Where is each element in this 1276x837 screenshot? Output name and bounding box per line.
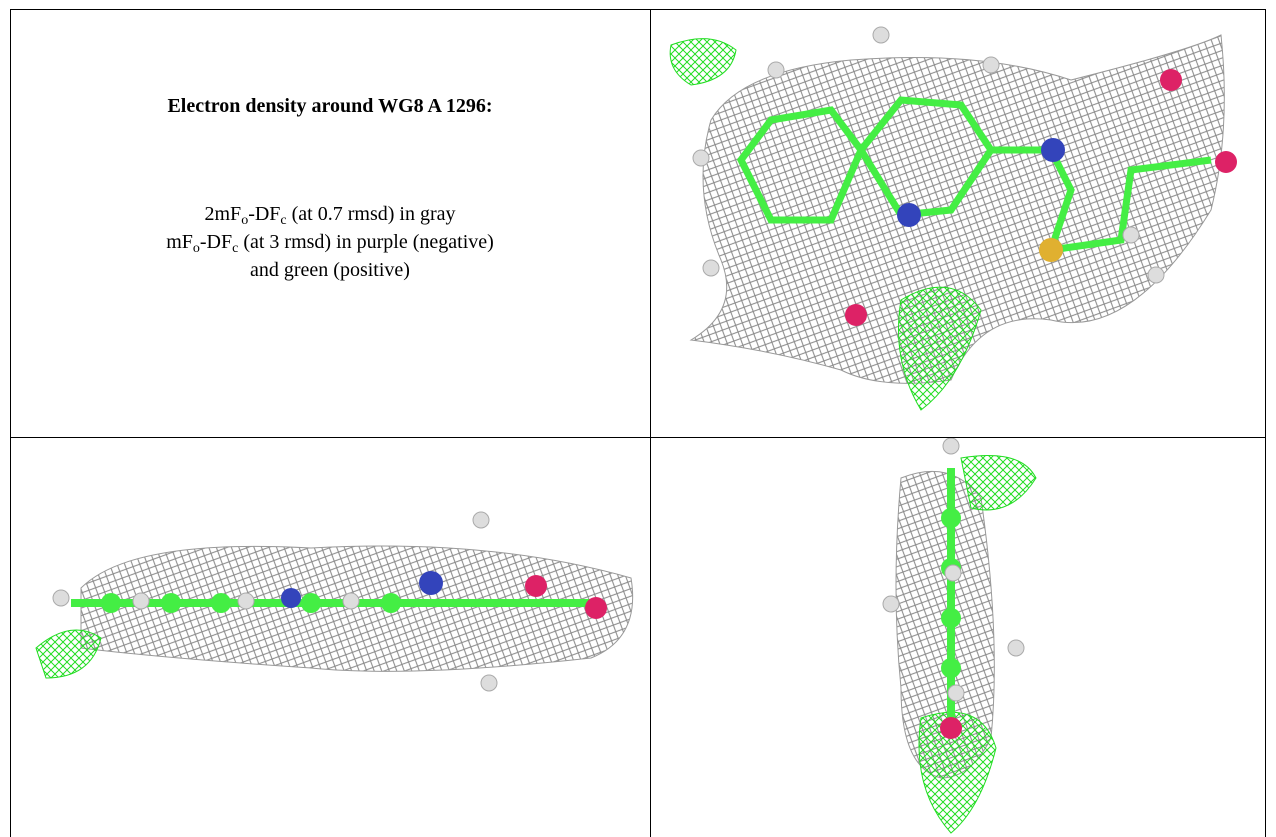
density-view-top	[651, 10, 1265, 437]
caption-text: 2mF	[205, 203, 242, 225]
density-view-end	[651, 438, 1265, 837]
table-border	[1265, 9, 1266, 837]
caption-line: mFo-DFc (at 3 rmsd) in purple (negative)	[10, 228, 650, 256]
caption-text: -DF	[200, 231, 232, 253]
caption-text: mF	[166, 231, 193, 253]
caption-text: (at 3 rmsd) in purple (negative)	[238, 231, 493, 253]
caption-line: and green (positive)	[10, 256, 650, 284]
density-view-side	[11, 438, 650, 837]
caption-text: (at 0.7 rmsd) in gray	[287, 203, 456, 225]
caption-text: -DF	[248, 203, 280, 225]
subscript: o	[193, 241, 200, 256]
page: Electron density around WG8 A 1296: 2mFo…	[0, 0, 1276, 837]
caption-line: 2mFo-DFc (at 0.7 rmsd) in gray	[10, 200, 650, 228]
caption-text: and green (positive)	[250, 259, 410, 281]
cell-title: Electron density around WG8 A 1296:	[10, 95, 650, 118]
